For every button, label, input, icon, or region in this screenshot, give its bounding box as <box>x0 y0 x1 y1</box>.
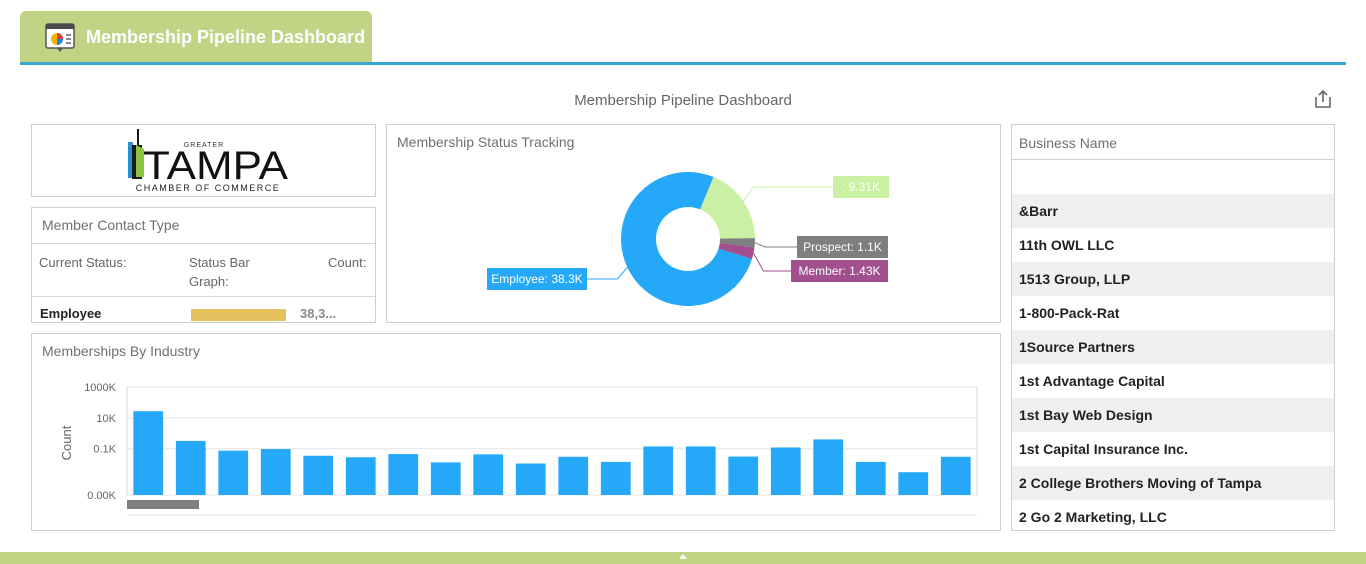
plot-frame <box>126 386 978 496</box>
industry-bar[interactable] <box>260 449 291 495</box>
industry-bar[interactable] <box>388 454 419 495</box>
slice-label: Employee: 38.3K <box>491 272 582 286</box>
list-item[interactable]: 1st Advantage Capital <box>1019 373 1165 389</box>
slice-leader-line <box>587 267 628 280</box>
industry-panel: Memberships By Industry 1000K 10K 0.1K 0.00… <box>31 333 1001 531</box>
status-tracking-title: Membership Status Tracking <box>397 134 575 150</box>
list-item[interactable]: 11th OWL LLC <box>1019 237 1115 253</box>
industry-bar[interactable] <box>303 455 334 495</box>
y-tick-label: 10K <box>96 413 116 425</box>
col-status-bar: Status Bar Graph: <box>189 255 250 289</box>
y-tick-label: 0.1K <box>93 444 116 456</box>
industry-bar[interactable] <box>600 461 631 495</box>
business-list-panel: Business Name &Barr 11th OWL LLC 1513 Grou… <box>1011 124 1335 531</box>
list-item[interactable]: 1st Capital Insurance Inc. <box>1019 441 1188 457</box>
dashboard-title: Membership Pipeline Dashboard <box>574 92 792 109</box>
slice-leader-line <box>753 252 791 272</box>
donut-slice[interactable] <box>719 238 755 248</box>
industry-bar[interactable] <box>685 446 716 495</box>
slice-label-box <box>487 268 587 290</box>
share-export-icon[interactable] <box>1312 88 1334 110</box>
slice-label: : 9.31K <box>842 180 880 194</box>
row-status: Employee <box>40 306 102 321</box>
slice-label: Member: 1.43K <box>798 264 880 278</box>
industry-bar[interactable] <box>898 472 929 495</box>
slice-label-box <box>833 176 889 198</box>
slice-label-box <box>791 260 888 282</box>
row-count: 38,3... <box>300 306 337 321</box>
business-list: &Barr 11th OWL LLC 1513 Group, LLP 1-800-Pa… <box>1012 160 1334 530</box>
y-tick-label: 1000K <box>84 382 116 394</box>
list-item[interactable]: 2 College Brothers Moving of Tampa <box>1012 466 1334 500</box>
slice-label-box <box>797 236 888 258</box>
industry-bar[interactable] <box>728 456 759 495</box>
col-current-status: Current Status: <box>39 255 127 270</box>
industry-bar[interactable] <box>643 446 674 495</box>
donut-slice[interactable] <box>700 177 755 239</box>
expand-up-icon[interactable] <box>679 554 687 559</box>
logo-subtitle: CHAMBER OF COMMERCE <box>136 183 281 193</box>
industry-bar[interactable] <box>345 457 376 495</box>
list-item[interactable]: 1-800-Pack-Rat <box>1019 305 1120 321</box>
status-donut-chart: Employee: 38.3K : 9.31K Prospect: 1.1K Memb… <box>487 172 889 306</box>
col-count: Count: <box>328 255 367 270</box>
list-item[interactable]: 1Source Partners <box>1012 330 1334 364</box>
y-axis-label: Count <box>59 425 74 460</box>
industry-bar[interactable] <box>855 461 886 495</box>
industry-bar[interactable] <box>515 463 546 495</box>
table-row[interactable]: Employee 38,3... <box>32 298 375 322</box>
list-item[interactable]: 1st Bay Web Design <box>1012 398 1334 432</box>
industry-bar[interactable] <box>940 456 971 495</box>
list-item[interactable]: 1513 Group, LLP <box>1012 262 1334 296</box>
slice-leader-line <box>754 242 797 248</box>
industry-bar[interactable] <box>473 454 504 495</box>
header-divider <box>20 62 1346 65</box>
business-header[interactable]: Business Name <box>1012 125 1334 160</box>
industry-bar[interactable] <box>218 450 249 495</box>
list-item[interactable]: 2 Go 2 Marketing, LLC <box>1019 509 1167 525</box>
list-item[interactable]: &Barr <box>1012 194 1334 228</box>
industry-bar[interactable] <box>175 440 206 495</box>
donut-slice[interactable] <box>718 242 755 260</box>
industry-bar[interactable] <box>770 447 801 495</box>
donut-slice[interactable] <box>621 172 752 306</box>
industry-title: Memberships By Industry <box>42 343 200 359</box>
industry-bar[interactable] <box>558 456 589 495</box>
member-contact-panel: Member Contact Type Current Status: Stat… <box>31 207 376 323</box>
status-bar <box>191 309 286 321</box>
industry-bar[interactable] <box>430 462 461 495</box>
logo-wordmark: TAMPA <box>143 144 288 188</box>
industry-bar-chart: 1000K 10K 0.1K 0.00K Count <box>59 382 978 516</box>
chamber-logo: GREATER TAMPA CHAMBER OF COMMERCE <box>128 129 288 193</box>
chart-scrollbar-thumb[interactable] <box>127 500 199 509</box>
contact-table-header: Current Status: Status Bar Graph: Count: <box>32 243 375 297</box>
list-item[interactable] <box>1012 160 1334 194</box>
industry-bar[interactable] <box>133 411 164 495</box>
dashboard-tab-label: Membership Pipeline Dashboard <box>86 26 366 47</box>
dashboard-icon <box>44 21 76 53</box>
member-contact-title: Member Contact Type <box>42 217 180 233</box>
slice-label: Prospect: 1.1K <box>803 240 882 254</box>
chamber-logo-panel: GREATER TAMPA CHAMBER OF COMMERCE <box>31 124 376 197</box>
status-tracking-panel: Membership Status Tracking Employee: 38.… <box>386 124 1001 323</box>
dashboard-tab[interactable]: Membership Pipeline Dashboard <box>20 11 372 63</box>
industry-bar[interactable] <box>813 439 844 495</box>
logo-greater: GREATER <box>184 142 224 149</box>
slice-leader-line <box>743 186 833 202</box>
business-header-label: Business Name <box>1019 135 1118 151</box>
y-tick-label: 0.00K <box>87 490 116 502</box>
